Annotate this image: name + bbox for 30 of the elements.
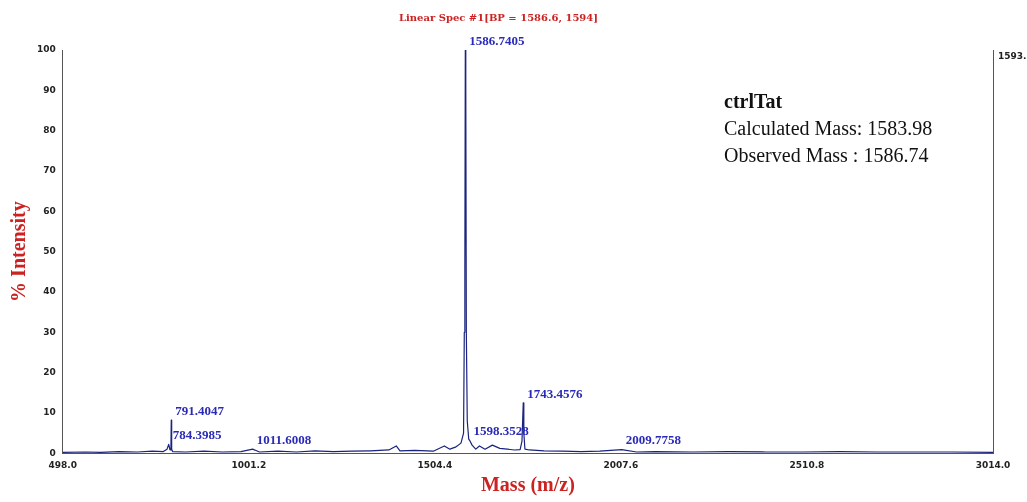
text: 1593. (998, 50, 1027, 61)
x-tick-label: 2007.6 (603, 459, 639, 470)
annotation: 2009.7758 (625, 432, 682, 448)
annotation: ctrlTat (724, 90, 783, 112)
annotation: 791.4047 (175, 403, 225, 418)
annotation: 784.3985 (172, 427, 222, 443)
y-tick-label: 80 (43, 124, 56, 135)
annotation: Calculated Mass: 1583.98 (724, 117, 933, 139)
y-tick-label: 20 (43, 366, 56, 377)
y-tick-label: 10 (43, 407, 56, 418)
x-tick-label: 1001.2 (231, 459, 267, 470)
y-tick-label: 50 (43, 245, 56, 256)
annotation: 1743.4576 (527, 385, 584, 401)
x-axis-title: Mass (m/z) (480, 473, 575, 497)
y-axis-title: % Intensity (7, 201, 31, 302)
y-tick-label: 60 (43, 205, 56, 216)
annotation: 1011.6008 (256, 432, 312, 448)
x-tick-label: 3014.0 (975, 459, 1011, 470)
y-tick-label: 30 (43, 326, 56, 337)
annotation: Observed Mass : 1586.74 (724, 144, 929, 166)
y-tick-label: 70 (43, 165, 56, 176)
x-tick-label: 1504.4 (417, 459, 453, 470)
y-tick-label: 90 (43, 84, 56, 95)
x-tick-label: 498.0 (48, 459, 78, 470)
y-tick-label: 100 (36, 44, 56, 55)
chart-title: Linear Spec #1[BP = 1586.6, 1594] (398, 11, 599, 24)
y-tick-label: 0 (49, 447, 56, 458)
annotation: 1586.7405 (469, 32, 526, 48)
x-tick-label: 2510.8 (789, 459, 825, 470)
y-tick-label: 40 (43, 286, 56, 297)
